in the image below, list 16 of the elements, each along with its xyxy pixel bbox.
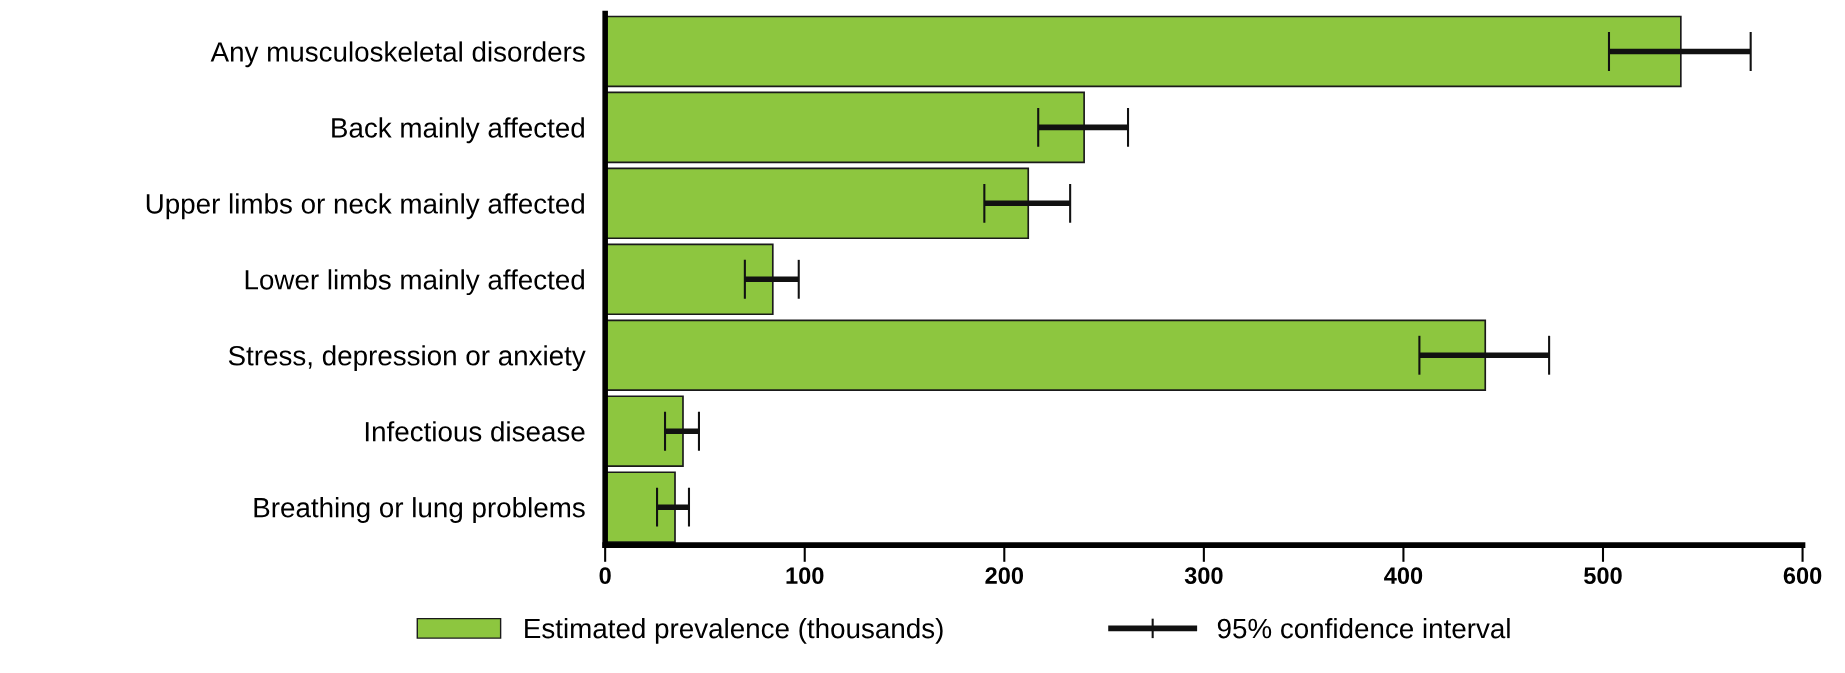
x-tick-label: 0 [599,567,611,584]
x-tick-label: 300 [1184,567,1223,585]
y-tick-label: Stress, depression or anxiety [228,345,586,372]
text: 95% confidence interval [1217,617,1510,639]
x-tick-label: 600 [1783,567,1822,584]
x-tick-label: 100 [786,567,824,584]
x-tick-label: 400 [1384,567,1423,584]
x-tick-label: 200 [985,567,1024,584]
x-tick-label: 500 [1584,567,1622,584]
y-tick-label: Lower limbs mainly affected [245,269,584,296]
y-tick-label: Infectious disease [365,421,585,442]
y-tick-label: Upper limbs or neck mainly affected [146,193,584,220]
y-tick-label: Breathing or lung problems [254,497,585,523]
legend-label: Estimated prevalence (thousands) [525,617,943,644]
y-tick-label: Any musculoskeletal disorders [210,41,585,68]
y-tick-label: Back mainly affected [332,117,584,144]
